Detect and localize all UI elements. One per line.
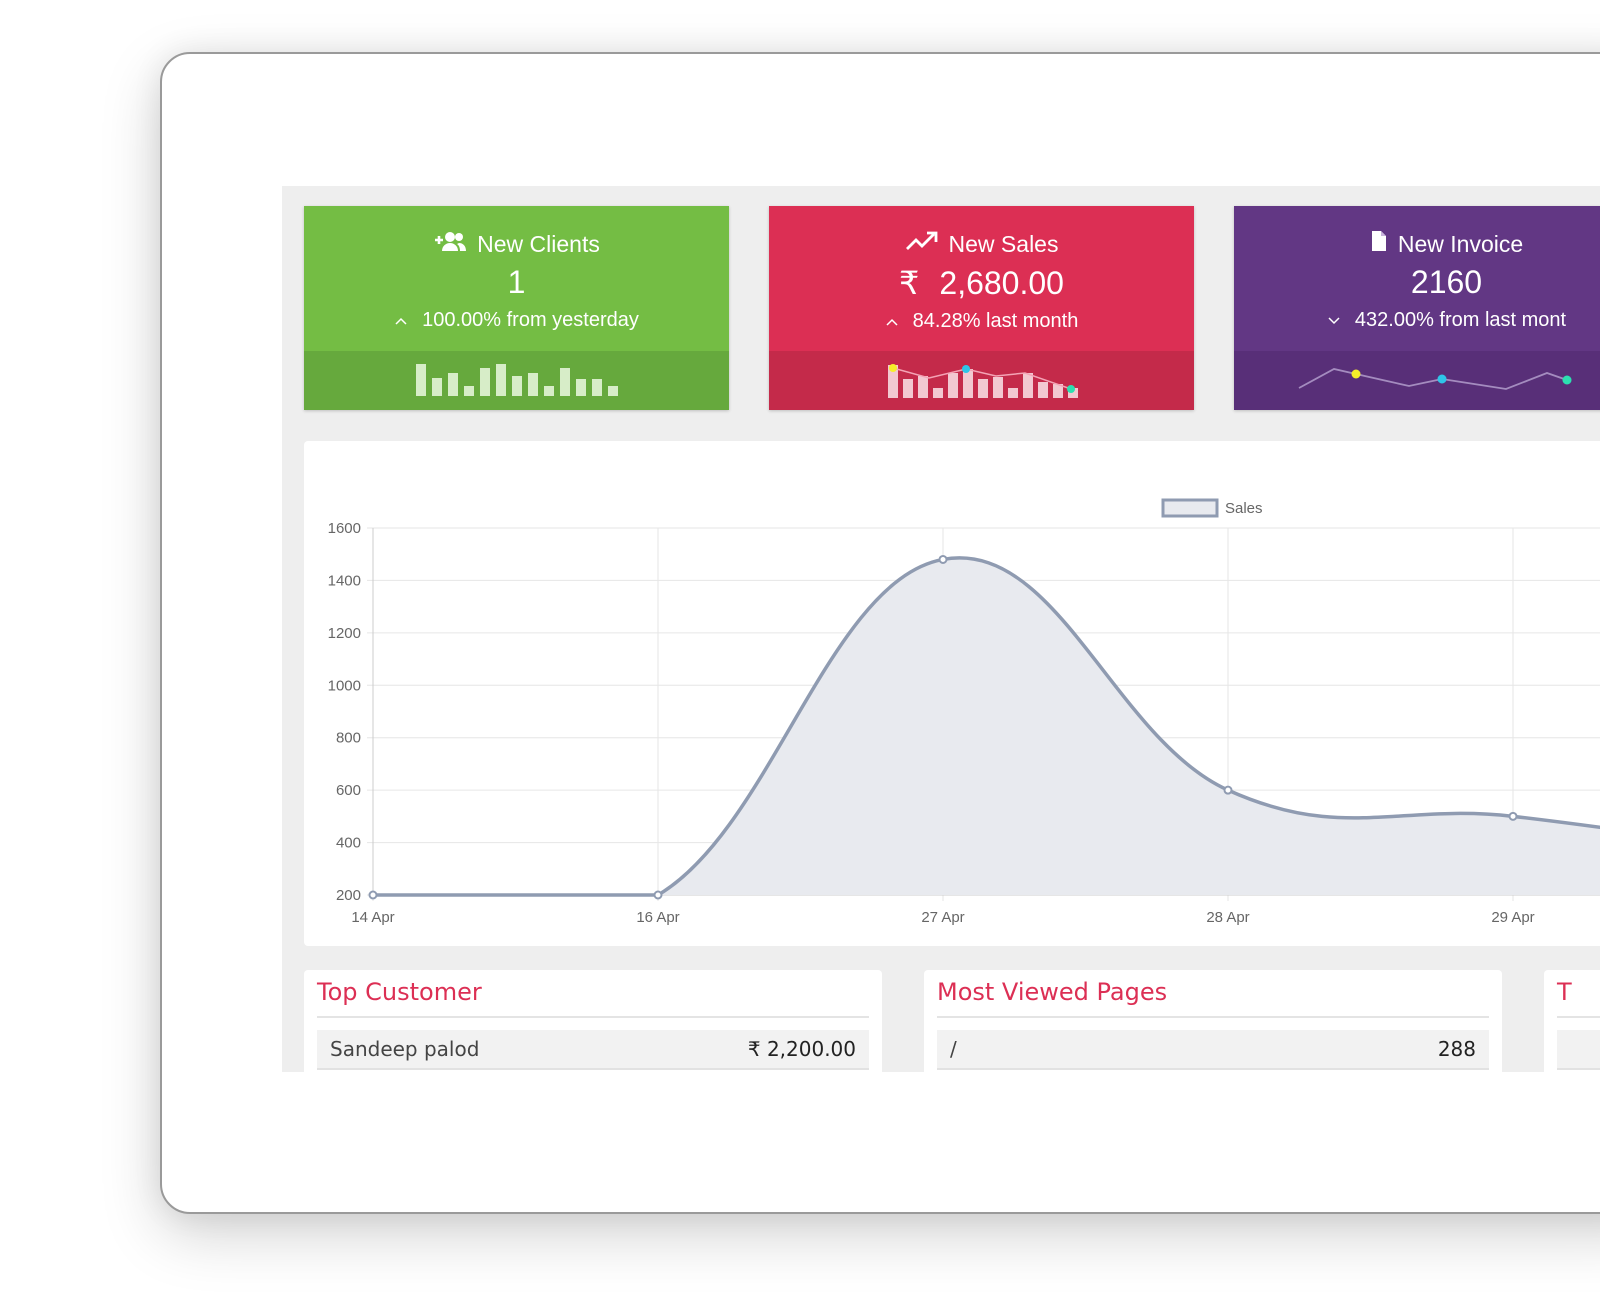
- card-value: 1: [507, 264, 526, 300]
- table-row[interactable]: [1557, 1030, 1600, 1070]
- amount-value: 2,200.00: [766, 1037, 856, 1061]
- card-change: 100.00% from yesterday: [422, 309, 639, 331]
- top-customer-panel: Top Customer Sandeep palod ₹ 2,200.00: [304, 970, 882, 1072]
- new-sales-card[interactable]: New Sales ₹ 2,680.00 84.28% last month: [769, 206, 1194, 410]
- file-icon: [1370, 230, 1388, 258]
- panel-title: T: [1557, 978, 1600, 1018]
- card-change: 432.00% from last mont: [1354, 309, 1567, 331]
- sales-chart-panel: 200 400 600 800 1000 1200 1400 1600 14 Apr 16 Apr…: [304, 441, 1600, 946]
- new-clients-card[interactable]: New Clients 1 100.00% from yesterday: [304, 206, 729, 410]
- data-point: [938, 554, 948, 564]
- customer-amount: ₹ 2,200.00: [748, 1037, 856, 1061]
- chevron-down-icon: [1327, 309, 1341, 332]
- x-tick-label: 14 Apr: [351, 909, 394, 926]
- card-title: New Sales: [948, 230, 1059, 257]
- rupee-icon: ₹: [899, 265, 920, 301]
- data-point: [368, 890, 378, 900]
- legend-swatch: [1161, 498, 1219, 518]
- y-tick-label: 1400: [328, 572, 361, 589]
- y-tick-label: 600: [336, 782, 361, 799]
- x-tick-label: 28 Apr: [1206, 909, 1249, 926]
- y-tick-label: 1200: [328, 625, 361, 642]
- dashboard-screen: New Clients 1 100.00% from yesterday: [282, 186, 1600, 1072]
- rupee-icon: ₹: [747, 1037, 761, 1061]
- x-tick-label: 16 Apr: [636, 909, 679, 926]
- card-title: New Clients: [477, 230, 600, 257]
- x-tick-label: 27 Apr: [921, 909, 964, 926]
- table-row[interactable]: Sandeep palod ₹ 2,200.00: [317, 1030, 869, 1070]
- most-viewed-pages-panel: Most Viewed Pages / 288: [924, 970, 1502, 1072]
- data-point: [653, 890, 663, 900]
- chevron-up-icon: [885, 310, 899, 333]
- y-tick-label: 800: [336, 730, 361, 747]
- x-tick-label: 29 Apr: [1491, 909, 1534, 926]
- new-invoice-card[interactable]: New Invoice 2160 432.00% from last mont: [1234, 206, 1600, 410]
- page-views: 288: [1437, 1037, 1476, 1061]
- y-tick-label: 200: [336, 887, 361, 904]
- page-path: /: [950, 1037, 957, 1061]
- area-fill: [373, 557, 1600, 895]
- sparkline-line: [1234, 351, 1600, 410]
- third-panel: T: [1544, 970, 1600, 1072]
- card-value: 2,680.00: [939, 264, 1064, 301]
- card-title: New Invoice: [1397, 230, 1524, 257]
- data-point: [1223, 785, 1233, 795]
- y-tick-label: 1000: [328, 677, 361, 694]
- table-row[interactable]: / 288: [937, 1030, 1489, 1070]
- y-tick-label: 1600: [328, 520, 361, 537]
- customer-name: Sandeep palod: [330, 1037, 480, 1061]
- card-value: 2160: [1410, 264, 1483, 300]
- sales-chart: 200 400 600 800 1000 1200 1400 1600 14 Apr 16 Apr…: [328, 498, 1600, 926]
- trending-up-icon: [905, 230, 939, 258]
- panel-title: Most Viewed Pages: [937, 978, 1489, 1018]
- legend-label: Sales: [1225, 500, 1263, 517]
- card-change: 84.28% last month: [912, 310, 1079, 332]
- y-tick-label: 400: [336, 835, 361, 852]
- sparkline-bars: [304, 351, 729, 410]
- sparkline-combo: [769, 351, 1194, 410]
- device-frame: New Clients 1 100.00% from yesterday: [160, 52, 1600, 1214]
- data-point: [1508, 811, 1518, 821]
- panel-title: Top Customer: [317, 978, 869, 1018]
- chevron-up-icon: [394, 309, 408, 332]
- user-plus-icon: [433, 230, 467, 258]
